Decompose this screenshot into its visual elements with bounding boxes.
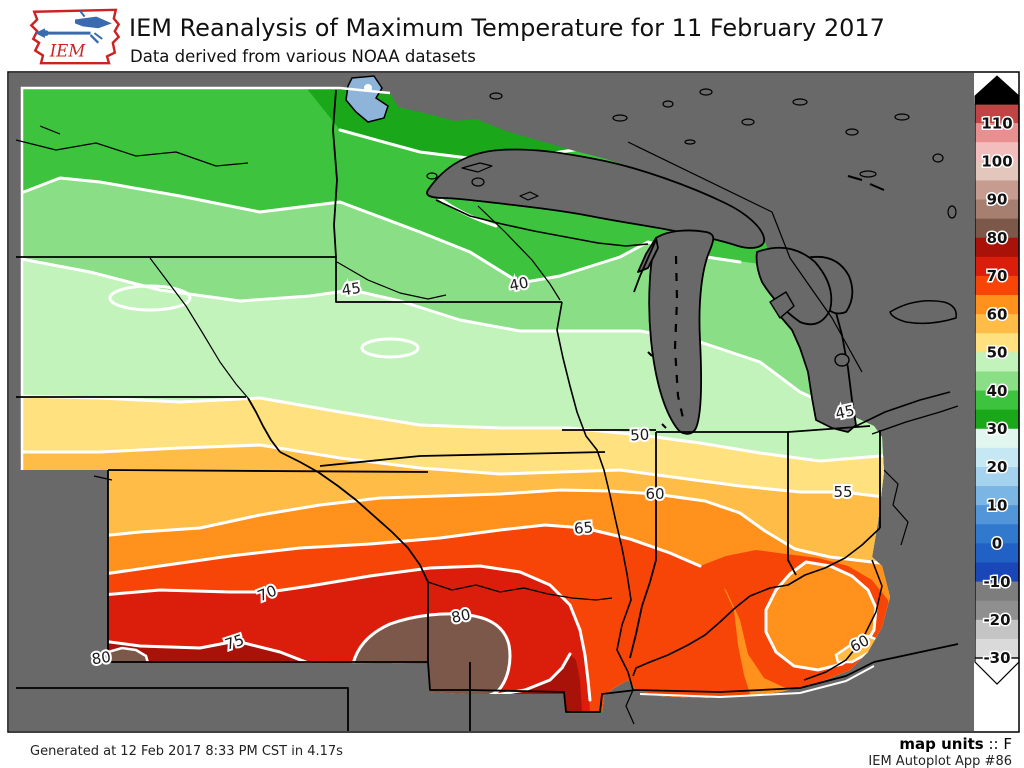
colorbar-band [975, 486, 1019, 506]
apostle-islands [519, 191, 539, 201]
lake-of-the-woods [345, 75, 389, 123]
colorbar-over-arrow [974, 75, 1020, 105]
lake-huron-west [755, 246, 833, 326]
contour-label: 55 [833, 483, 852, 501]
logo-text: IEM [49, 41, 87, 60]
colorbar-tick-label: 90 [987, 191, 1008, 209]
generated-timestamp: Generated at 12 Feb 2017 8:33 PM CST in … [30, 744, 343, 759]
colorbar-band [975, 314, 1019, 335]
colorbar-tick-label: 20 [987, 458, 1008, 476]
rivers [15, 125, 885, 725]
colorbar-band [975, 600, 1019, 621]
app-reference: IEM Autoplot App #86 [868, 754, 1012, 768]
colorbar-band [975, 352, 1019, 373]
colorbar-tick-label: -20 [983, 611, 1010, 629]
colorbar-tick-label: 110 [981, 114, 1012, 132]
colorbar-band [975, 581, 1019, 602]
colorbar-band [975, 142, 1019, 163]
colorbar-tick-label: 60 [987, 305, 1008, 323]
lake-michigan [648, 229, 715, 435]
colorbar-band [975, 428, 1019, 449]
units-value: :: F [988, 735, 1012, 753]
units-label: map units [899, 735, 984, 753]
colorbar-tick-label: 10 [987, 496, 1008, 514]
colorbar-band [975, 543, 1019, 564]
colorbar-band [975, 562, 1019, 583]
colorbar-band [975, 505, 1019, 526]
weathervane-icon [35, 10, 112, 44]
colorbar-tick-label: 0 [992, 535, 1002, 553]
colorbar-band [975, 256, 1019, 277]
colorbar-band [975, 275, 1019, 296]
colorbar-tick-label: 80 [987, 229, 1008, 247]
colorbar-band [975, 638, 1019, 659]
colorbar-band [975, 466, 1019, 487]
lake-superior [426, 148, 765, 249]
colorbar-band [975, 295, 1019, 315]
colorbar-tick-label: -10 [983, 573, 1010, 591]
colorbar-tick-label: 40 [987, 382, 1008, 400]
colorbar-band [975, 180, 1019, 201]
small-lakes [426, 88, 957, 219]
colorbar-band [975, 371, 1019, 392]
iem-logo: IEM [29, 8, 121, 65]
colorbar-band [975, 390, 1019, 411]
colorbar-band [975, 333, 1019, 354]
colorbar-band [975, 619, 1019, 640]
isle-royale [461, 162, 493, 173]
colorbar-band [975, 199, 1019, 220]
lake-michigan-border-dashes [673, 255, 685, 419]
colorbar-band [975, 237, 1019, 258]
colorbar-band [975, 409, 1019, 430]
page-subtitle: Data derived from various NOAA datasets [130, 47, 476, 66]
colorbar-band [975, 218, 1019, 239]
map-frame [7, 71, 1020, 733]
state-borders [16, 89, 959, 731]
colorbar-band [975, 104, 1019, 124]
saginaw-bay [769, 291, 795, 319]
contour-label: 80 [91, 648, 112, 668]
contour-label: 50 [630, 426, 650, 445]
colorbar-tick-label: 30 [987, 420, 1008, 438]
colorbar-band [975, 524, 1019, 545]
domain-edges [20, 86, 875, 699]
colorbar-band [975, 447, 1019, 468]
colorbar-band [975, 123, 1019, 143]
colorbar-tick-label: 50 [987, 344, 1008, 362]
map-units-label: map units :: F [899, 735, 1012, 753]
colorbar-tick-label: 100 [981, 153, 1012, 171]
lake-st-clair [834, 353, 850, 367]
colorbar-tick-label: 70 [987, 267, 1008, 285]
great-lakes [426, 148, 957, 435]
contour-label: 45 [341, 279, 362, 299]
contour-label: 60 [645, 485, 664, 503]
colorbar-band [975, 161, 1019, 182]
page-title: IEM Reanalysis of Maximum Temperature fo… [129, 14, 885, 42]
colorbar-tick-label: -30 [983, 649, 1010, 667]
lake-ontario [889, 300, 957, 325]
contour-label: 65 [573, 518, 594, 538]
